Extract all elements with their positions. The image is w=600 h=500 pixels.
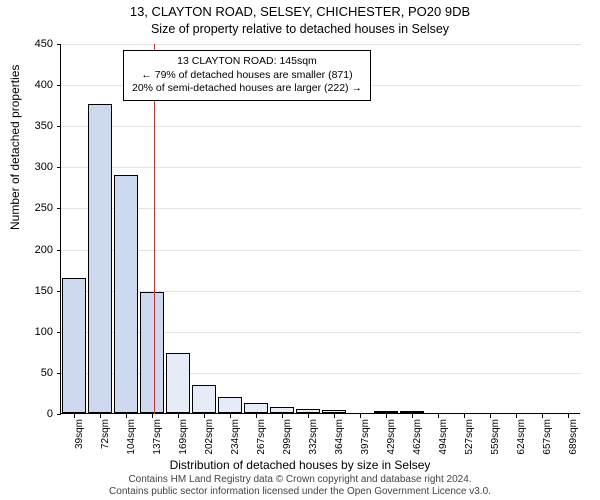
ytick-label: 100 xyxy=(13,326,53,338)
bar xyxy=(374,411,399,413)
chart-title-2: Size of property relative to detached ho… xyxy=(0,22,600,36)
footer-line: Contains public sector information licen… xyxy=(0,486,600,498)
ytick-label: 50 xyxy=(13,367,53,379)
xtick-mark xyxy=(360,414,361,418)
gridline xyxy=(61,126,581,127)
ytick-label: 0 xyxy=(13,408,53,420)
xtick-mark xyxy=(334,414,335,418)
xtick-mark xyxy=(282,414,283,418)
annotation-line: 20% of semi-detached houses are larger (… xyxy=(132,82,362,96)
gridline xyxy=(61,44,581,45)
xtick-mark xyxy=(256,414,257,418)
xtick-mark xyxy=(568,414,569,418)
bar xyxy=(114,175,139,413)
bar xyxy=(400,411,425,413)
ytick-label: 400 xyxy=(13,79,53,91)
annotation-line: ← 79% of detached houses are smaller (87… xyxy=(132,69,362,83)
gridline xyxy=(61,250,581,251)
xtick-mark xyxy=(464,414,465,418)
ytick-mark xyxy=(57,126,61,127)
annotation-line: 13 CLAYTON ROAD: 145sqm xyxy=(132,55,362,69)
bar xyxy=(218,397,243,413)
ytick-label: 250 xyxy=(13,202,53,214)
bar xyxy=(192,385,217,413)
annotation-box: 13 CLAYTON ROAD: 145sqm← 79% of detached… xyxy=(123,50,371,101)
ytick-mark xyxy=(57,44,61,45)
xtick-mark xyxy=(230,414,231,418)
ytick-mark xyxy=(57,373,61,374)
ytick-label: 450 xyxy=(13,38,53,50)
ytick-mark xyxy=(57,291,61,292)
bar xyxy=(166,353,191,413)
xtick-mark xyxy=(178,414,179,418)
ytick-mark xyxy=(57,208,61,209)
ytick-mark xyxy=(57,167,61,168)
ytick-mark xyxy=(57,85,61,86)
ytick-label: 150 xyxy=(13,285,53,297)
bar xyxy=(88,104,113,413)
chart-area: 05010015020025030035040045039sqm72sqm104… xyxy=(60,44,580,414)
xtick-mark xyxy=(412,414,413,418)
gridline xyxy=(61,167,581,168)
xtick-mark xyxy=(74,414,75,418)
xtick-mark xyxy=(308,414,309,418)
footer-attribution: Contains HM Land Registry data © Crown c… xyxy=(0,474,600,498)
ytick-label: 300 xyxy=(13,161,53,173)
x-axis-label: Distribution of detached houses by size … xyxy=(0,458,600,472)
xtick-mark xyxy=(438,414,439,418)
xtick-mark xyxy=(490,414,491,418)
bar xyxy=(296,409,321,413)
xtick-mark xyxy=(100,414,101,418)
xtick-mark xyxy=(542,414,543,418)
xtick-mark xyxy=(386,414,387,418)
chart-title-1: 13, CLAYTON ROAD, SELSEY, CHICHESTER, PO… xyxy=(0,4,600,19)
xtick-mark xyxy=(126,414,127,418)
plot-area: 05010015020025030035040045039sqm72sqm104… xyxy=(60,44,580,414)
ytick-mark xyxy=(57,332,61,333)
xtick-mark xyxy=(152,414,153,418)
gridline xyxy=(61,208,581,209)
bar xyxy=(270,407,295,413)
xtick-mark xyxy=(204,414,205,418)
ytick-mark xyxy=(57,250,61,251)
ytick-label: 200 xyxy=(13,244,53,256)
bar xyxy=(322,410,347,413)
ytick-mark xyxy=(57,414,61,415)
bar xyxy=(62,278,87,413)
bar xyxy=(140,292,165,413)
xtick-mark xyxy=(516,414,517,418)
ytick-label: 350 xyxy=(13,120,53,132)
bar xyxy=(244,403,269,413)
footer-line: Contains HM Land Registry data © Crown c… xyxy=(0,474,600,486)
